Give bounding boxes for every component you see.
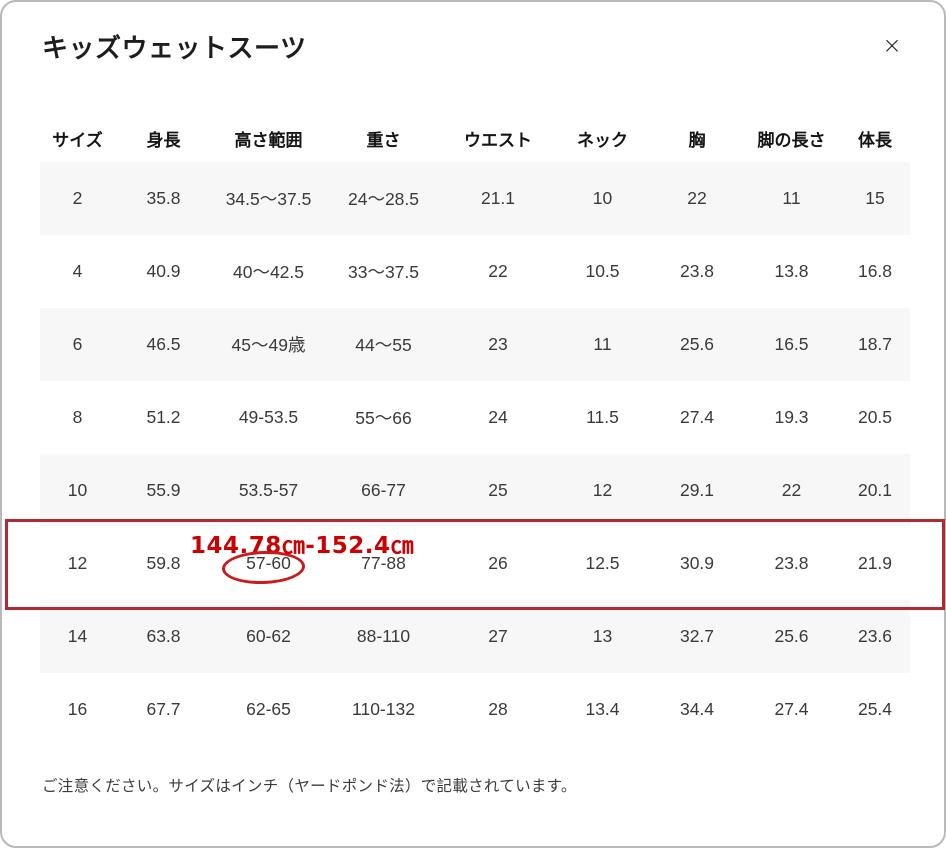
table-cell: 10: [592, 188, 613, 208]
table-cell: 19.3: [774, 407, 809, 427]
table-cell: 62-65: [246, 699, 291, 719]
table-cell: 27: [488, 626, 508, 646]
modal-title: キッズウェットスーツ: [42, 33, 307, 63]
table-cell: 67.7: [146, 699, 181, 719]
table-cell: 60-62: [246, 626, 291, 646]
column-header: ウエスト: [464, 130, 532, 150]
header-row: サイズ 身長 高さ範囲 重さ ウエスト ネック 胸 脚の長さ 体長: [40, 114, 910, 162]
table-cell: 11: [593, 334, 612, 354]
table-cell: 23.8: [774, 553, 809, 573]
column-header: 身長: [146, 130, 181, 150]
table-cell: 29.1: [679, 480, 715, 500]
table-cell: 11: [782, 188, 801, 208]
table-cell: 12.5: [585, 553, 620, 573]
column-header: 胸: [688, 130, 706, 150]
table-cell: 51.2: [146, 407, 181, 427]
table-cell: 25.4: [857, 699, 893, 719]
table-cell: 23.6: [857, 626, 893, 646]
table-cell: 40.9: [146, 261, 181, 281]
table-cell: 55.9: [146, 480, 181, 500]
table-cell: 25: [488, 480, 508, 500]
table-row: 2 35.8 34.5〜37.5 24〜28.5 21.1 10 22 11 15: [40, 162, 910, 235]
table-cell: 22: [488, 261, 508, 281]
table-cell: 57-60: [246, 553, 291, 573]
table-cell: 23: [488, 334, 508, 354]
table-cell: 63.8: [146, 626, 181, 646]
table-cell: 4: [72, 261, 83, 281]
table-cell: 49-53.5: [238, 407, 299, 427]
table-cell: 8: [72, 407, 83, 427]
table-cell: 21.1: [480, 188, 516, 208]
close-icon: ×: [882, 33, 902, 59]
table-cell: 2: [72, 188, 83, 208]
table-cell: 6: [72, 334, 83, 354]
column-header: ネック: [577, 130, 628, 150]
table-header: サイズ 身長 高さ範囲 重さ ウエスト ネック 胸 脚の長さ 体長: [40, 114, 910, 162]
table-cell: 12: [67, 553, 88, 573]
table-cell: 25.6: [679, 334, 715, 354]
table-cell: 21.9: [857, 553, 893, 573]
table-cell: 12: [592, 480, 613, 500]
table-cell: 88-110: [356, 626, 411, 646]
table-cell: 30.9: [679, 553, 715, 573]
footer-note: ご注意ください。サイズはインチ（ヤードポンド法）で記載されています。: [42, 778, 577, 795]
table-cell: 55〜66: [355, 408, 412, 428]
column-header: 脚の長さ: [757, 130, 826, 150]
table-cell: 26: [488, 553, 508, 573]
table-row: 16 67.7 62-65 110-132 28 13.4 34.4 27.4 25.4: [40, 673, 910, 746]
size-chart-table: サイズ 身長 高さ範囲 重さ ウエスト ネック 胸 脚の長さ 体長 2 35.8 34.5〜37.5…: [40, 114, 910, 746]
table-cell: 13: [592, 626, 613, 646]
table-cell: 14: [67, 626, 88, 646]
table-cell: 45〜49歳: [231, 335, 306, 355]
table-cell: 20.5: [857, 407, 893, 427]
column-header: 高さ範囲: [234, 130, 303, 150]
table-cell: 24: [488, 407, 508, 427]
table-cell: 33〜37.5: [347, 262, 420, 282]
table-cell: 16: [67, 699, 88, 719]
table-cell: 16.5: [774, 334, 809, 354]
table-cell: 34.5〜37.5: [225, 189, 312, 209]
table-cell: 22: [781, 480, 802, 500]
table-cell: 13.8: [774, 261, 809, 281]
table-cell: 18.7: [857, 334, 893, 354]
table-cell: 35.8: [146, 188, 181, 208]
table-cell: 44〜55: [355, 335, 412, 355]
table-cell: 32.7: [679, 626, 715, 646]
table-cell: 66-77: [361, 480, 406, 500]
table-cell: 46.5: [146, 334, 181, 354]
table-cell: 10: [67, 480, 88, 500]
table-cell: 20.1: [857, 480, 893, 500]
table-cell: 13.4: [585, 699, 620, 719]
table-cell: 23.8: [679, 261, 715, 281]
table-cell: 77-88: [361, 553, 406, 573]
table-row: 4 40.9 40〜42.5 33〜37.5 22 10.5 23.8 13.8 16.8: [40, 235, 910, 308]
column-header: サイズ: [52, 130, 103, 150]
table-cell: 53.5-57: [238, 480, 299, 500]
table-cell: 59.8: [146, 553, 181, 573]
table-cell: 15: [865, 188, 885, 208]
table-cell: 28: [488, 699, 508, 719]
table-cell: 34.4: [679, 699, 715, 719]
table-row: 12 59.8 57-60 77-88 26 12.5 30.9 23.8 21.9: [40, 527, 910, 600]
column-header: 体長: [858, 130, 892, 150]
close-button[interactable]: ×: [878, 32, 906, 60]
table-cell: 16.8: [857, 261, 893, 281]
table-row: 10 55.9 53.5-57 66-77 25 12 29.1 22 20.1: [40, 454, 910, 527]
table-cell: 27.4: [774, 699, 809, 719]
table-row: 8 51.2 49-53.5 55〜66 24 11.5 27.4 19.3 20.5: [40, 381, 910, 454]
table-cell: 40〜42.5: [232, 262, 305, 282]
table-cell: 24〜28.5: [347, 189, 420, 209]
table-row: 6 46.5 45〜49歳 44〜55 23 11 25.6 16.5 18.7: [40, 308, 910, 381]
table-cell: 22: [687, 188, 707, 208]
table-cell: 27.4: [679, 407, 715, 427]
table-cell: 11.5: [586, 407, 619, 427]
table-row: 14 63.8 60-62 88-110 27 13 32.7 25.6 23.6: [40, 600, 910, 673]
column-header: 重さ: [366, 130, 401, 150]
table-cell: 25.6: [774, 626, 809, 646]
table-body: 2 35.8 34.5〜37.5 24〜28.5 21.1 10 22 11 15 4 40.9 40…: [40, 162, 910, 746]
table-cell: 110-132: [352, 699, 415, 719]
table-cell: 10.5: [585, 261, 620, 281]
